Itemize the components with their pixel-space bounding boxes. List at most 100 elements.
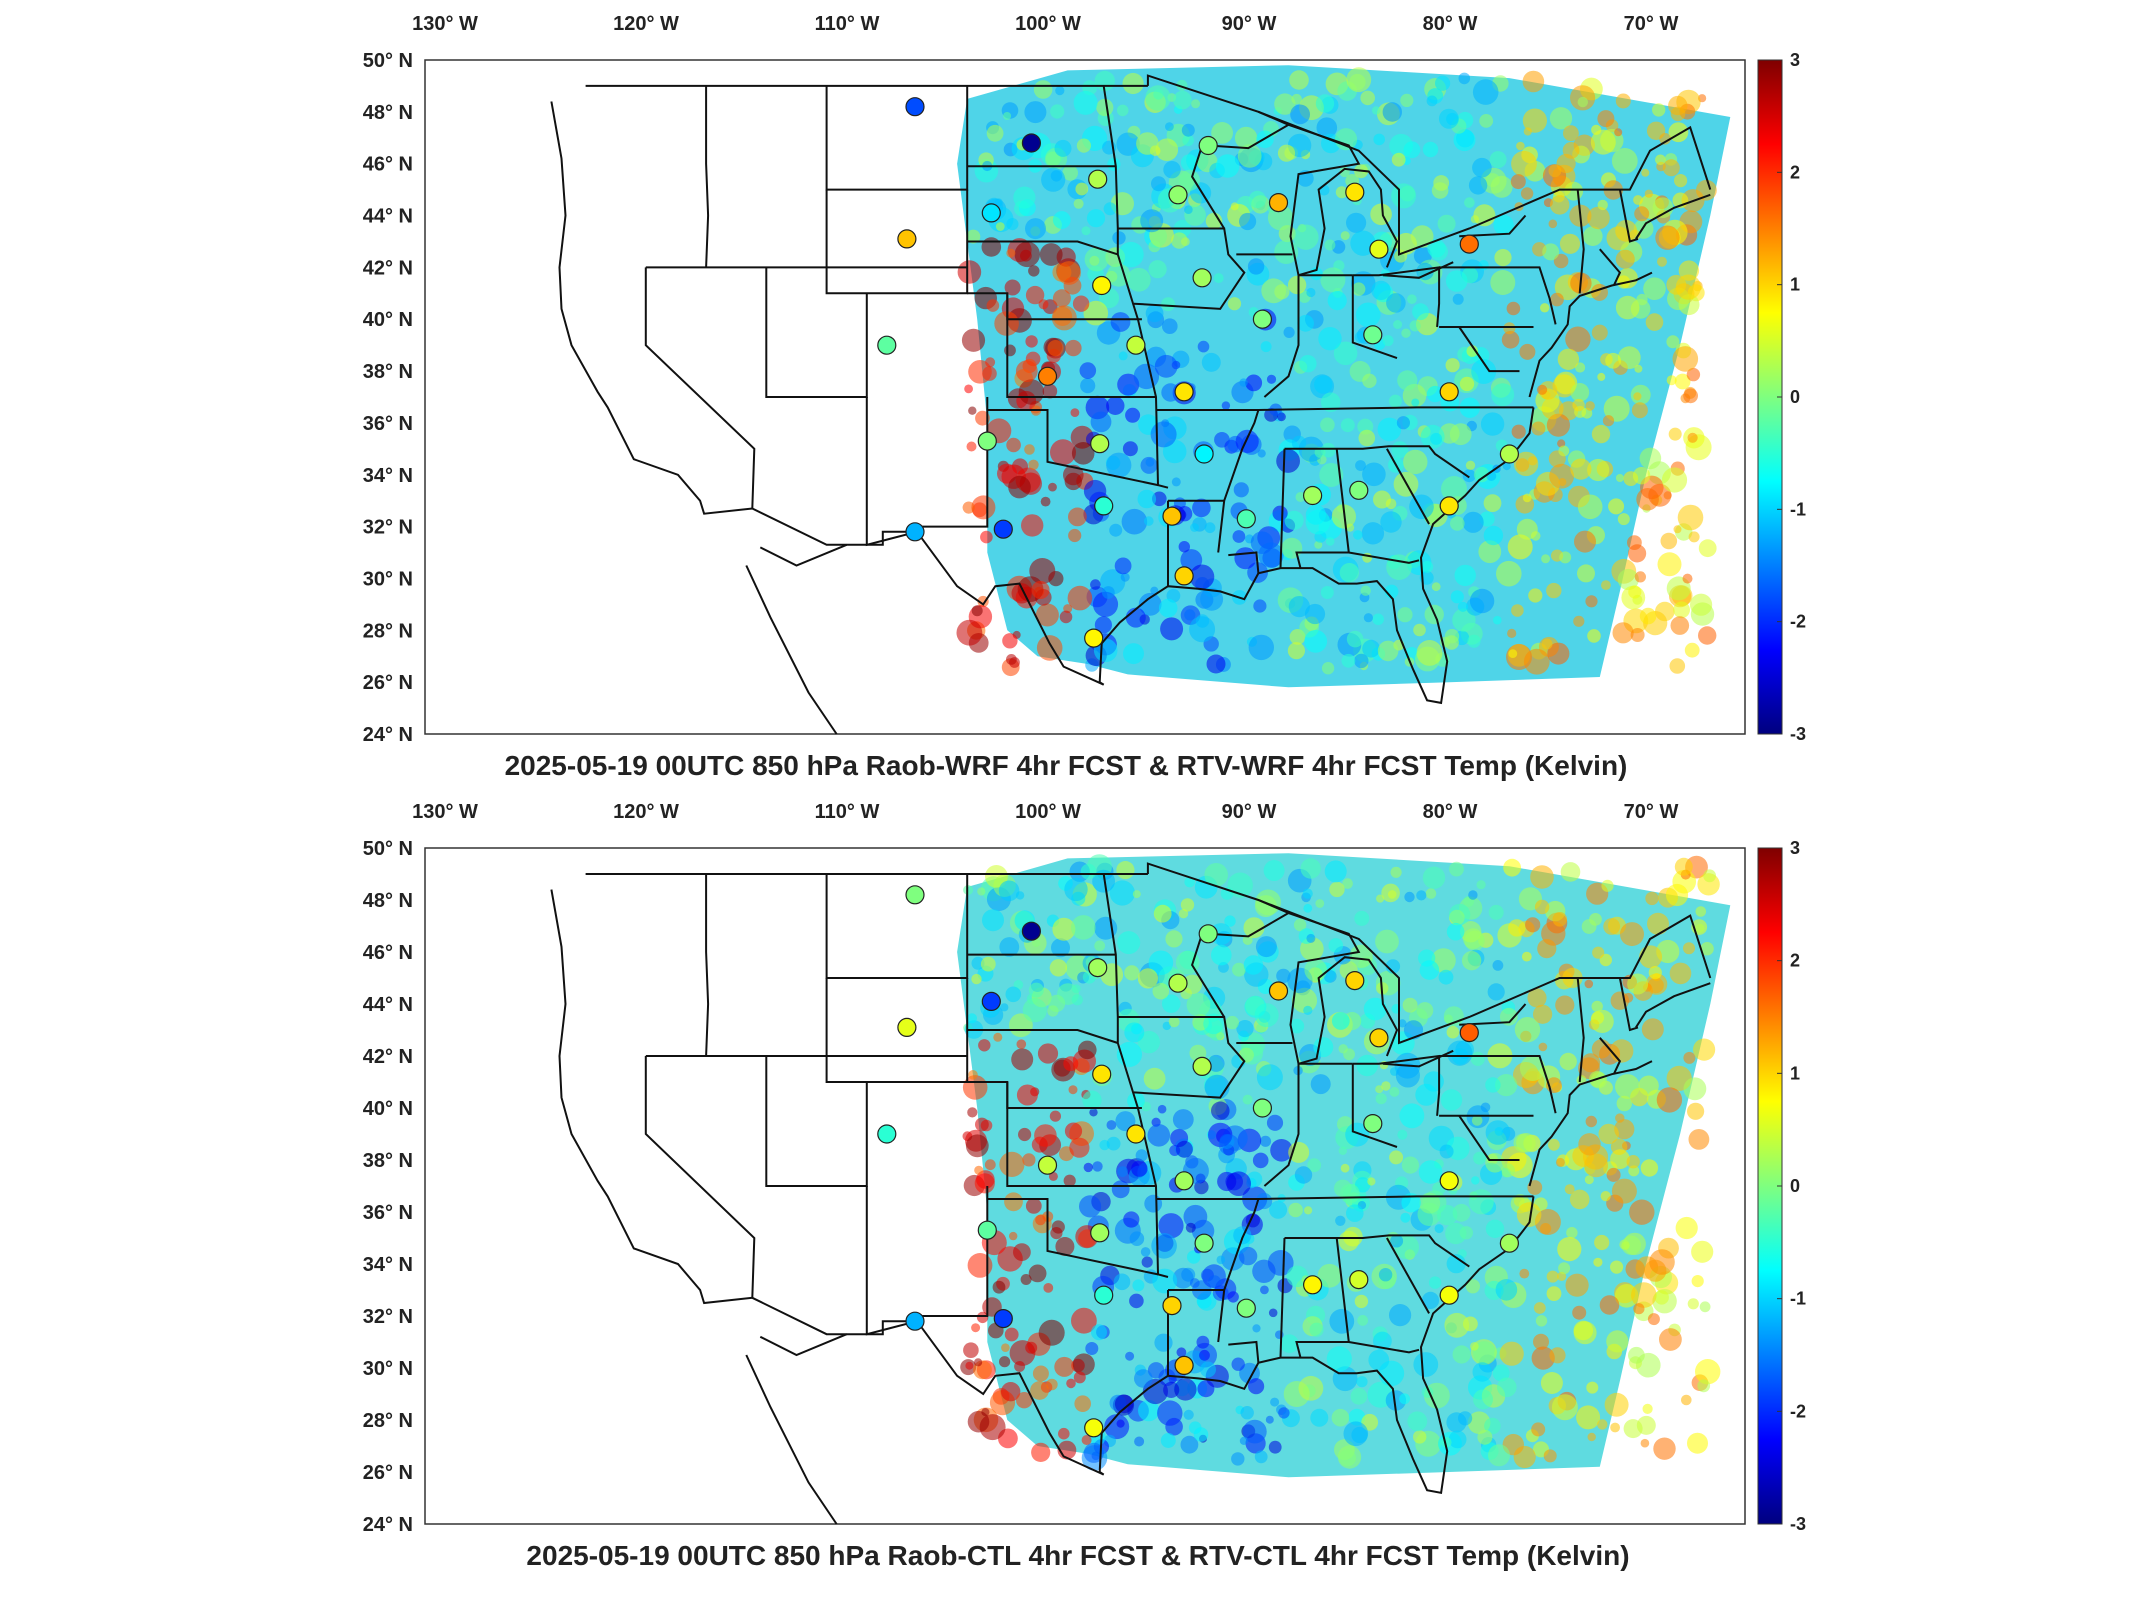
field-cell [1341, 653, 1356, 668]
field-cell [978, 1039, 991, 1052]
field-cell [1248, 634, 1275, 661]
field-cell [1373, 133, 1385, 146]
field-cell [1051, 305, 1077, 331]
field-cell [1079, 362, 1097, 379]
latitude-label: 30° N [363, 1358, 413, 1380]
field-cell [1346, 67, 1372, 93]
longitude-label: 100° W [1015, 13, 1081, 35]
field-cell [1193, 1427, 1209, 1442]
field-cell [1485, 1077, 1501, 1093]
field-cell [1000, 1003, 1009, 1012]
field-cell [966, 441, 977, 452]
field-cell [1603, 395, 1630, 422]
field-cell [1042, 383, 1058, 399]
field-cell [1083, 1442, 1104, 1463]
field-cell [1501, 1163, 1515, 1178]
field-cell [1516, 518, 1538, 540]
field-cell [1522, 108, 1547, 133]
raob-station-marker [1162, 1295, 1182, 1316]
field-cell [1489, 151, 1507, 169]
field-cell [1617, 568, 1639, 591]
boundary-line [987, 1198, 1159, 1276]
field-cell [1337, 1445, 1362, 1469]
boundary-line [1098, 407, 1535, 705]
field-cell [1124, 965, 1140, 981]
field-cell [994, 198, 1003, 207]
field-cell [1612, 622, 1634, 644]
field-cell [1491, 383, 1515, 407]
raob-station-marker [1094, 1285, 1114, 1305]
field-cell [1063, 464, 1084, 486]
field-cell [1162, 318, 1178, 335]
field-cell [1559, 233, 1581, 254]
field-cell [1576, 1405, 1601, 1430]
field-cell [1287, 275, 1307, 295]
field-cell [1354, 1294, 1369, 1309]
field-cell [1175, 1140, 1193, 1158]
raob-station-marker [1126, 1124, 1146, 1144]
field-cell [1523, 127, 1532, 136]
field-cell [1255, 889, 1281, 916]
field-cell [1682, 573, 1693, 584]
field-cell [1011, 1048, 1034, 1071]
field-cell [1355, 302, 1381, 328]
field-cell [1675, 1216, 1698, 1240]
raob-station-marker [1345, 182, 1365, 202]
field-cell [1362, 373, 1377, 388]
colorbar-tick-label: -3 [1790, 1514, 1806, 1534]
map-area [424, 847, 1746, 1525]
field-cell [1356, 1054, 1378, 1077]
colorbar-tick-label: -2 [1790, 612, 1806, 632]
field-cell [1054, 1356, 1075, 1377]
field-cell [968, 360, 992, 384]
field-cell [1620, 922, 1644, 947]
field-cell [1630, 628, 1645, 642]
colorbar-tick-label: -2 [1790, 1401, 1806, 1421]
field-cell [1497, 1377, 1517, 1398]
field-cell [986, 124, 1004, 142]
raob-station-marker [1349, 480, 1369, 500]
field-cell [1277, 144, 1296, 162]
field-cell [975, 410, 990, 426]
field-cell [1189, 1278, 1200, 1288]
field-cell [1479, 114, 1494, 128]
raob-station-marker [993, 1308, 1013, 1329]
field-cell [1003, 112, 1012, 120]
field-cell [1183, 1409, 1194, 1420]
field-cell [1683, 942, 1695, 955]
field-cell [1551, 1394, 1578, 1421]
field-cell [1382, 102, 1403, 122]
raob-station-marker [1174, 1171, 1194, 1191]
field-cell [1674, 373, 1691, 390]
field-cell [1508, 649, 1518, 658]
field-cell [1659, 133, 1671, 145]
field-cell [1606, 1330, 1629, 1353]
field-cell [1148, 260, 1167, 279]
field-cell [1560, 862, 1581, 882]
field-cell [1695, 906, 1707, 917]
field-cell [1068, 1085, 1078, 1095]
field-cell [1051, 1220, 1065, 1234]
latitude-label: 32° N [363, 517, 413, 539]
field-cell [1402, 997, 1418, 1013]
field-cell [1617, 268, 1638, 289]
field-cell [1033, 80, 1053, 99]
field-cell [1519, 1055, 1546, 1082]
field-cell [1094, 940, 1106, 952]
field-cell [980, 530, 993, 544]
field-cell [1446, 1254, 1466, 1274]
field-cell [1683, 1077, 1707, 1101]
field-cell [1064, 1122, 1083, 1140]
boundary-line [916, 1320, 1105, 1476]
field-cell [1086, 209, 1106, 228]
field-cell [1121, 508, 1148, 535]
longitude-label: 130° W [412, 801, 478, 823]
field-cell [965, 1361, 974, 1370]
field-cell [1314, 540, 1323, 549]
field-cell [1284, 510, 1304, 530]
field-cell [1416, 890, 1427, 901]
field-cell [1403, 449, 1428, 475]
field-cell [1040, 496, 1051, 507]
field-cell [1082, 1090, 1102, 1110]
